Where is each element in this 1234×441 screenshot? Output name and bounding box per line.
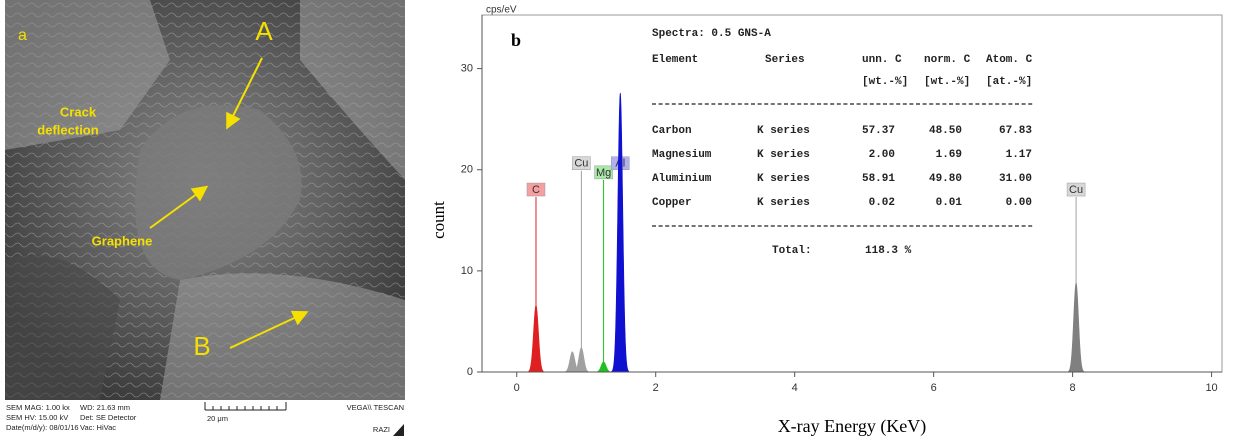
sem-image	[5, 0, 405, 400]
peak-marker-label: Cu	[1069, 184, 1083, 196]
table-cell: Aluminium	[652, 173, 712, 185]
y-tick-label: 30	[461, 63, 473, 75]
peak-marker-box	[1066, 182, 1086, 197]
sem-info: SEM HV: 15.00 kV	[6, 413, 68, 422]
x-tick-label: 8	[1070, 382, 1076, 394]
sem-info: RAZI	[373, 425, 390, 434]
x-tick-label: 6	[931, 382, 937, 394]
table-cell: 48.50	[929, 125, 962, 137]
sem-info: Vac: HiVac	[80, 423, 116, 432]
table-total: 118.3 %	[865, 245, 912, 257]
table-cell: Magnesium	[652, 149, 712, 161]
table-cell: 57.37	[862, 125, 895, 137]
x-tick-label: 10	[1205, 382, 1217, 394]
table-unit: [wt.-%]	[924, 76, 970, 88]
peak-marker-box	[594, 165, 613, 180]
table-cell: 2.00	[869, 149, 895, 161]
spectrum-peak	[571, 347, 592, 373]
scale-bar	[204, 402, 287, 411]
y-tick-label: 10	[461, 265, 473, 277]
scale-label: 20 μm	[207, 414, 228, 423]
table-cell: 1.17	[1006, 149, 1032, 161]
y-tick-label: 20	[461, 164, 473, 176]
image-label: Graphene	[92, 233, 153, 248]
table-cell: 31.00	[999, 173, 1032, 185]
sem-info: SEM MAG: 1.00 kx	[6, 403, 70, 412]
sem-info: Det: SE Detector	[80, 413, 137, 422]
x-tick-label: 0	[514, 382, 520, 394]
table-cell: K series	[757, 173, 810, 185]
sem-info: VEGA\\ TESCAN	[347, 403, 404, 412]
y-tick-label: 0	[467, 366, 473, 378]
sem-info: WD: 21.63 mm	[80, 403, 130, 412]
plot-area	[481, 14, 1223, 373]
table-header: unn. C	[862, 54, 902, 66]
table-cell: K series	[757, 197, 810, 209]
table-unit: [at.-%]	[986, 76, 1032, 88]
panel-label: b	[511, 30, 521, 50]
table-cell: Carbon	[652, 125, 692, 137]
spectrum-peak	[1066, 282, 1086, 373]
table-cell: 58.91	[862, 173, 895, 185]
peak-marker-label: Mg	[596, 167, 611, 179]
x-axis-title: X-ray Energy (KeV)	[778, 416, 927, 437]
table-cell: 0.01	[936, 197, 963, 209]
spectrum-peak	[526, 304, 546, 373]
logo	[393, 424, 404, 436]
table-header: Series	[765, 54, 805, 66]
peak-marker-box	[572, 156, 591, 170]
table-title: Spectra: 0.5 GNS-A	[652, 28, 771, 40]
table-cell: K series	[757, 149, 810, 161]
peak-marker-box	[526, 182, 546, 197]
table-cell: 0.00	[1006, 197, 1032, 209]
table-cell: Copper	[652, 197, 692, 209]
table-cell: K series	[757, 125, 810, 137]
y-axis-title: count	[429, 201, 448, 239]
table-unit: [wt.-%]	[862, 76, 908, 88]
x-tick-label: 4	[792, 382, 798, 394]
table-header: Element	[652, 54, 698, 66]
table-cell: 49.80	[929, 173, 962, 185]
table-header: Atom. C	[986, 54, 1033, 66]
table-total-label: Total:	[772, 245, 812, 257]
table-cell: 1.69	[936, 149, 962, 161]
image-label: B	[193, 331, 210, 361]
image-label: Crack	[60, 104, 97, 119]
spectrum-peak	[610, 92, 631, 373]
x-tick-label: 2	[653, 382, 659, 394]
panel-label: a	[18, 27, 27, 44]
peak-marker-label: C	[532, 184, 540, 196]
table-cell: 0.02	[869, 197, 895, 209]
image-label: A	[255, 16, 273, 46]
table-cell: 67.83	[999, 125, 1032, 137]
image-label: deflection	[37, 122, 98, 137]
unit-label: cps/eV	[486, 5, 517, 16]
sem-info: Date(m/d/y): 08/01/16	[6, 423, 79, 432]
peak-marker-label: Cu	[574, 158, 588, 170]
table-header: norm. C	[924, 54, 971, 66]
